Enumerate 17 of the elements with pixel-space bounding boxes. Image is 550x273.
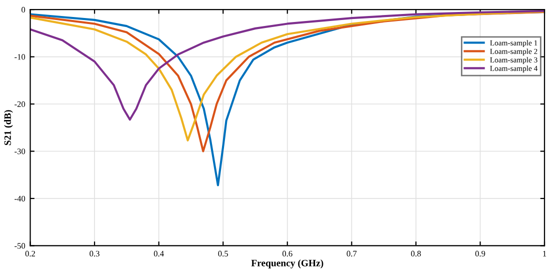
y-tick-label: -10	[14, 54, 26, 60]
x-tick-label: 0.5	[218, 250, 228, 256]
x-tick-label: 0.6	[282, 250, 292, 256]
y-tick-label: -20	[14, 101, 26, 107]
x-tick-label: 0.9	[475, 250, 486, 256]
x-tick-label: 0.7	[346, 250, 357, 256]
x-axis-title: Frequency (GHz)	[251, 260, 324, 268]
x-tick-label: 0.8	[411, 250, 421, 256]
x-tick-label: 0.4	[154, 250, 164, 256]
x-tick-label: 0.2	[25, 250, 35, 256]
y-tick-label: -40	[14, 196, 26, 202]
y-tick-label: 0	[22, 6, 26, 13]
y-tick-label: -50	[14, 243, 26, 249]
y-tick-label: -30	[14, 148, 26, 154]
y-axis-title: S21 (dB)	[4, 110, 13, 146]
x-tick-label: 0.3	[90, 250, 100, 256]
x-tick-label: 1	[543, 250, 546, 256]
